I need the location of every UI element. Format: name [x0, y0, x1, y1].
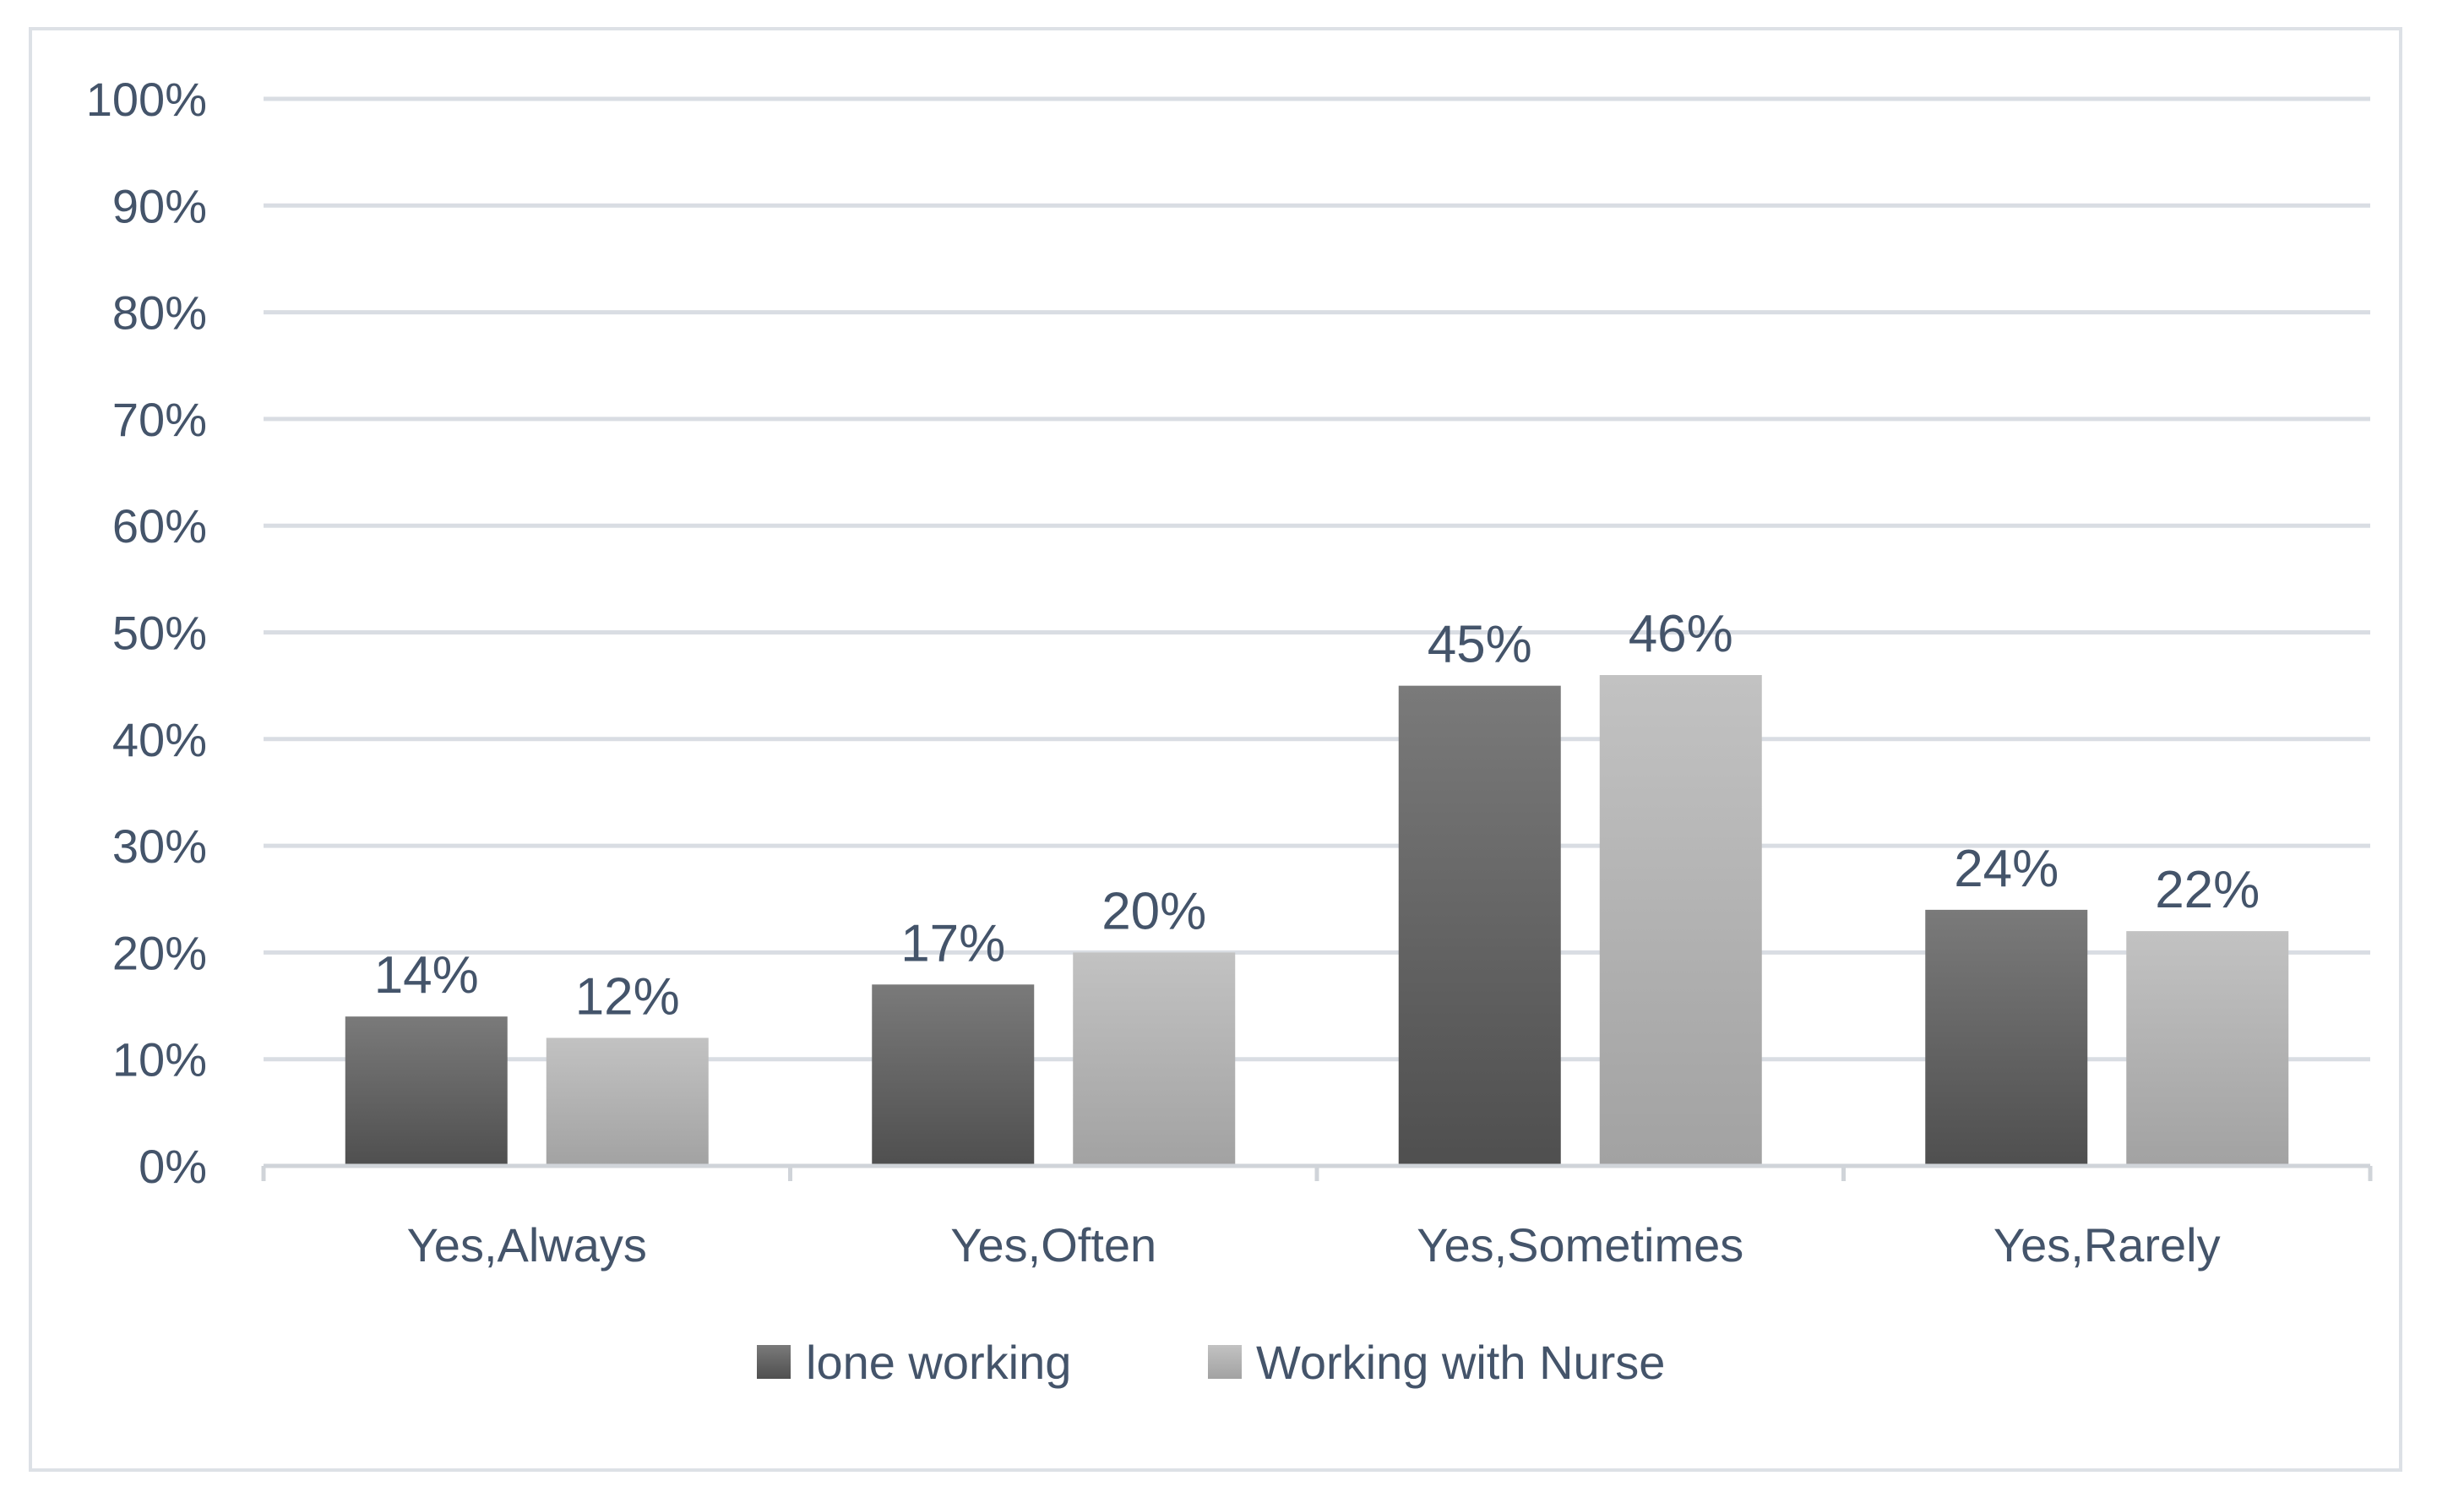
bar-series-1 — [1398, 685, 1561, 1166]
bar-series-2 — [2126, 931, 2289, 1166]
y-tick-label: 10% — [112, 1033, 207, 1086]
y-tick-label: 70% — [112, 393, 207, 446]
x-category-label: Yes,Often — [950, 1218, 1156, 1272]
data-label: 17% — [900, 914, 1005, 972]
bar-series-2 — [1073, 952, 1236, 1166]
y-tick-label: 100% — [86, 73, 207, 126]
bar-series-2 — [1599, 675, 1762, 1166]
data-label: 46% — [1629, 605, 1733, 663]
chart-frame — [29, 27, 2402, 1472]
bar-series-2 — [546, 1037, 709, 1166]
legend: lone working Working with Nurse — [757, 1336, 1665, 1389]
y-tick-label: 0% — [139, 1140, 207, 1193]
bar-series-1 — [1925, 909, 2088, 1166]
y-tick-label: 40% — [112, 713, 207, 766]
x-category-label: Yes,Sometimes — [1417, 1218, 1743, 1272]
bar-series-1 — [345, 1016, 508, 1166]
x-category-label: Yes,Rarely — [1994, 1218, 2221, 1272]
x-axis: Yes,Always Yes,Often Yes,Sometimes Yes,Rare… — [261, 1163, 2373, 1272]
y-tick-label: 80% — [112, 286, 207, 340]
legend-label: Working with Nurse — [1256, 1336, 1665, 1389]
y-tick-label: 30% — [112, 820, 207, 873]
data-label: 14% — [374, 946, 479, 1005]
y-tick-label: 20% — [112, 926, 207, 979]
data-label: 24% — [1954, 840, 2059, 898]
bars — [345, 675, 2289, 1166]
data-label: 12% — [575, 967, 680, 1026]
data-labels: 14% 12% 17% 20% 45% 46% 24% 22% — [374, 605, 2260, 1026]
y-tick-label: 50% — [112, 607, 207, 660]
x-category-label: Yes,Always — [407, 1218, 647, 1272]
y-axis-tick-labels: 0% 10% 20% 30% 40% 50% 60% 70% 80% 90% 100% — [86, 73, 207, 1193]
bar-series-1 — [872, 984, 1035, 1166]
data-label: 20% — [1101, 882, 1206, 940]
data-label: 45% — [1428, 616, 1532, 674]
data-label: 22% — [2155, 861, 2260, 919]
legend-swatch — [1208, 1345, 1242, 1379]
legend-label: lone working — [806, 1336, 1071, 1389]
legend-swatch — [757, 1345, 791, 1379]
y-tick-label: 90% — [112, 179, 207, 232]
y-tick-label: 60% — [112, 499, 207, 553]
